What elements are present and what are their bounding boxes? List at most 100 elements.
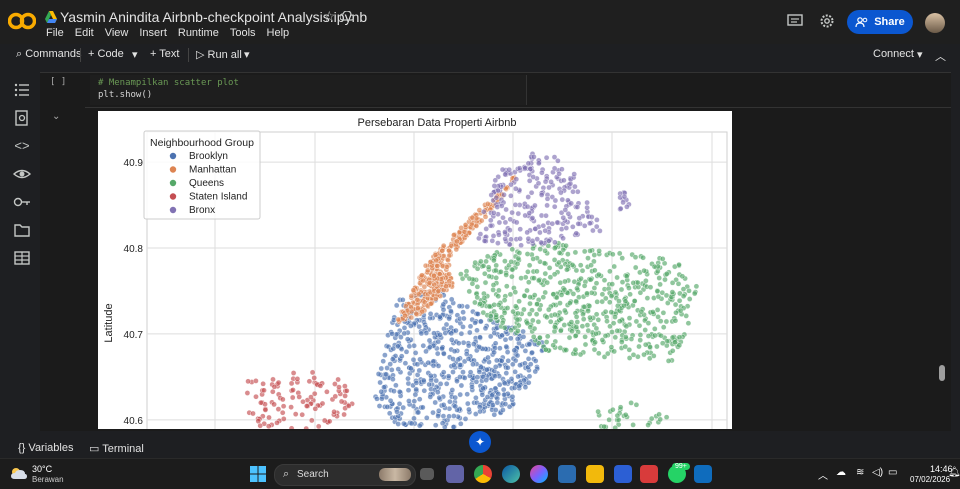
clock-date[interactable]: 07/02/2026 (910, 475, 950, 484)
legend-marker (170, 153, 176, 159)
run-all-button[interactable]: ▷ Run all (196, 48, 242, 61)
scatter-point (641, 352, 646, 357)
scatter-point (417, 357, 422, 362)
table-icon[interactable] (12, 248, 32, 268)
scatter-point (687, 296, 692, 301)
scatter-point (396, 421, 401, 426)
scatter-point (414, 387, 419, 392)
menu-runtime[interactable]: Runtime (178, 27, 219, 39)
comment-icon[interactable] (786, 12, 804, 30)
menu-edit[interactable]: Edit (75, 27, 94, 39)
scatter-point (523, 385, 528, 390)
chevron-up-icon[interactable]: ︿ (935, 48, 946, 64)
scatter-point (441, 253, 446, 258)
teams-icon[interactable] (446, 465, 464, 483)
scatter-point (552, 204, 557, 209)
menu-help[interactable]: Help (267, 27, 290, 39)
scatter-point (519, 276, 524, 281)
chevron-down-icon[interactable]: ▾ (244, 48, 250, 61)
scatter-point (563, 243, 568, 248)
divider (85, 107, 951, 108)
scatter-point (485, 254, 490, 259)
file-explorer-icon[interactable] (586, 465, 604, 483)
scatter-point (535, 301, 540, 306)
scatter-point (490, 238, 495, 243)
variables-button[interactable]: {} Variables (18, 442, 73, 454)
scatter-point (390, 357, 395, 362)
store-icon[interactable] (558, 465, 576, 483)
menu-view[interactable]: View (105, 27, 129, 39)
commands-button[interactable]: ⌕ Commands (16, 48, 81, 61)
scatter-point (508, 237, 513, 242)
scatter-point (594, 281, 599, 286)
star-icon[interactable]: ☆ (323, 8, 336, 25)
scatter-point (447, 279, 452, 284)
scatter-point (510, 247, 515, 252)
scatter-point (491, 282, 496, 287)
scatter-point (438, 381, 443, 386)
avatar[interactable] (925, 13, 945, 33)
find-icon[interactable] (12, 108, 32, 128)
notebook-title[interactable]: Yasmin Anindita Airbnb-checkpoint Analys… (60, 9, 367, 25)
scatter-point (428, 301, 433, 306)
chevron-up-icon[interactable]: ︿ (818, 467, 828, 482)
edge-icon[interactable] (502, 465, 520, 483)
snipping-tool-icon[interactable] (640, 465, 658, 483)
scatter-point (491, 287, 496, 292)
add-code-button[interactable]: + Code (88, 48, 124, 60)
menu-tools[interactable]: Tools (230, 27, 256, 39)
eye-icon[interactable] (12, 164, 32, 184)
scatter-point (557, 171, 562, 176)
scatter-point (677, 335, 682, 340)
windows-start-icon[interactable] (250, 466, 266, 482)
scatter-point (487, 304, 492, 309)
scatter-point (513, 186, 518, 191)
scatter-point (544, 315, 549, 320)
scatter-point (475, 295, 480, 300)
outlook-icon[interactable] (694, 465, 712, 483)
battery-icon[interactable]: ▭ (888, 467, 897, 478)
gemini-button[interactable]: ✦ (469, 431, 491, 453)
wifi-icon[interactable]: ≋ (856, 467, 864, 478)
terminal-button[interactable]: ▭ Terminal (89, 442, 144, 455)
share-button[interactable]: Share (847, 10, 913, 34)
connect-button[interactable]: Connect (873, 48, 914, 60)
network-icon[interactable]: ☁ (836, 467, 846, 478)
scatter-point (415, 306, 420, 311)
chevron-down-icon[interactable]: ▾ (132, 48, 138, 61)
scatter-point (670, 290, 675, 295)
bell-icon[interactable]: 🔔︎ (948, 467, 960, 478)
copilot-icon[interactable] (530, 465, 548, 483)
task-view-icon[interactable] (420, 468, 434, 480)
table-of-contents-icon[interactable] (12, 80, 32, 100)
scatter-point (534, 312, 539, 317)
scatter-point (431, 331, 436, 336)
scatter-point (390, 331, 395, 336)
app-icon[interactable] (614, 465, 632, 483)
scatter-point (503, 236, 508, 241)
scatter-point (339, 399, 344, 404)
scrollbar[interactable] (939, 365, 945, 381)
weather-cloud-icon[interactable] (10, 466, 28, 480)
weather-temp[interactable]: 30°C (32, 464, 52, 474)
cloud-icon[interactable] (340, 11, 354, 21)
collapse-output-icon[interactable]: ⌄ (52, 111, 60, 122)
taskbar-search[interactable]: ⌕ Search (274, 464, 416, 486)
run-cell-button[interactable]: [ ] (50, 77, 66, 87)
scatter-point (515, 328, 520, 333)
scatter-point (594, 217, 599, 222)
scatter-point (574, 299, 579, 304)
menu-file[interactable]: File (46, 27, 64, 39)
menu-insert[interactable]: Insert (139, 27, 167, 39)
colab-logo-icon[interactable] (8, 10, 36, 32)
folder-icon[interactable] (12, 220, 32, 240)
add-text-button[interactable]: + Text (150, 48, 179, 60)
code-cell[interactable]: # Menampilkan scatter plot plt.show() (90, 75, 527, 105)
code-snippets-icon[interactable]: <> (12, 136, 32, 156)
gear-icon[interactable] (818, 12, 836, 30)
chrome-icon[interactable] (474, 465, 492, 483)
volume-icon[interactable]: ◁) (872, 467, 883, 478)
scatter-point (258, 400, 263, 405)
key-icon[interactable] (12, 192, 32, 212)
chevron-down-icon[interactable]: ▾ (917, 48, 923, 61)
